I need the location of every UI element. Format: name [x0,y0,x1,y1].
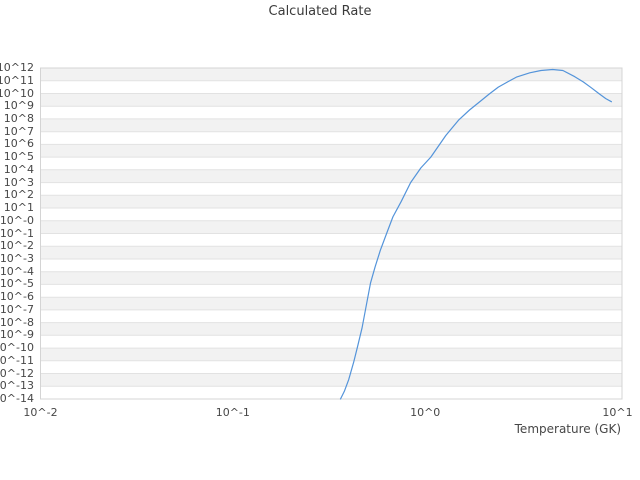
plot-band [40,68,622,81]
y-tick-label: 10^7 [3,124,34,138]
plot-band [40,169,622,183]
plot-band [40,144,622,158]
plot-band [40,322,622,336]
plot-band [40,348,622,361]
y-tick-label: 10^-4 [0,264,34,278]
y-tick-label: 10^9 [3,99,34,113]
x-tick-label: 10^0 [410,406,441,419]
x-tick-label: 10^1 [602,406,633,419]
y-tick-label: 10^5 [3,150,34,164]
y-tick-label: 10^-11 [0,353,34,367]
y-tick-label: 10^11 [0,73,34,87]
y-tick-label: 10^-8 [0,315,34,329]
y-tick-label: 10^12 [0,61,34,74]
y-tick-label: 10^-10 [0,341,34,355]
y-tick-label: 10^-3 [0,252,34,265]
x-axis-title: Temperature (GK) [514,422,621,436]
plot-band [40,118,622,132]
plot-band [40,195,622,209]
y-tick-label: 10^-13 [0,379,34,393]
y-tick-label: 10^1 [3,201,34,214]
y-tick-label: 10^-7 [0,302,34,316]
chart-title: Calculated Rate [268,4,372,19]
y-tick-label: 10^-6 [0,290,34,304]
plot-band [40,271,622,285]
y-tick-label: 10^8 [3,111,34,125]
y-tick-label: 10^-12 [0,366,34,380]
plot-band [40,373,622,387]
x-tick-label: 10^-2 [23,406,58,419]
plot-band [40,220,622,234]
plot-border [40,67,623,400]
y-tick-label: 10^-1 [0,226,34,240]
x-tick-label: 10^-1 [215,406,250,419]
y-tick-label: 10^-9 [0,328,34,342]
y-tick-label: 10^-0 [0,213,34,227]
y-tick-label: 10^-5 [0,277,34,291]
y-tick-label: 10^6 [3,137,34,151]
y-tick-label: 10^10 [0,86,34,100]
plot-band [40,297,622,310]
y-tick-label: 10^2 [3,188,34,202]
y-tick-label: 10^4 [3,162,34,176]
y-tick-label: 10^-2 [0,239,34,253]
y-tick-label: 10^3 [3,175,34,189]
rate-curve [339,68,612,400]
plot-band [40,246,622,259]
y-tick-label: 10^-14 [0,392,34,405]
plot-band [40,93,622,107]
